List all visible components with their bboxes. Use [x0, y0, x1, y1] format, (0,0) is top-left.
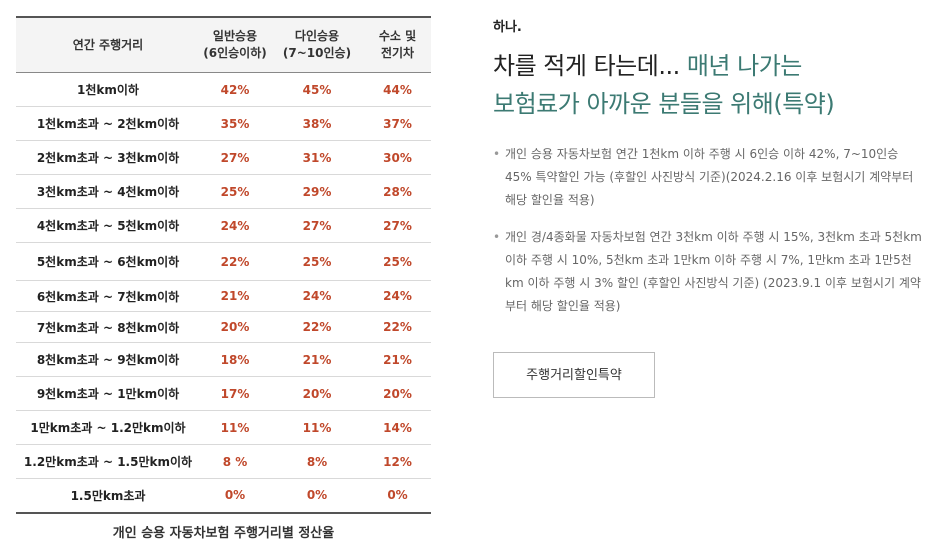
multi-rate-cell: 0% [306, 488, 328, 503]
general-rate-cell: 20% [220, 320, 250, 334]
multi-rate-cell: 45% [302, 82, 332, 97]
table-row: 5천km초과 ~ 6천km이하 22% 25% 25% [16, 243, 431, 281]
section-eyebrow: 하나. [493, 20, 522, 35]
header-line: 일반승용 [212, 29, 258, 43]
general-rate-cell: 8 % [222, 454, 248, 469]
bullet-item: • 개인 경/4종화물 자동차보험 연간 3천km 이하 주행 시 15%, 3… [493, 226, 923, 318]
multi-rate-cell: 27% [302, 218, 332, 233]
info-panel: 하나. 차를 적게 타는데... 매년 나가는 보험료가 아까운 분들을 위해(… [493, 16, 923, 398]
general-rate-cell: 18% [220, 352, 250, 367]
eco-rate-cell: 37% [383, 116, 412, 131]
general-rate-cell: 42% [220, 82, 250, 97]
distance-cell: 1천km이하 [77, 83, 139, 97]
table-row: 1천km이하 42% 45% 44% [16, 73, 431, 107]
info-bullets: • 개인 승용 자동차보험 연간 1천km 이하 주행 시 6인승 이하 42%… [493, 143, 923, 318]
table-row: 1천km초과 ~ 2천km이하 35% 38% 37% [16, 107, 431, 141]
multi-rate-cell: 38% [302, 116, 332, 131]
header-line: 연간 주행거리 [72, 37, 144, 52]
bullet-text: 개인 경/4종화물 자동차보험 연간 3천km 이하 주행 시 15%, 3천k… [505, 230, 922, 313]
multi-rate-cell: 29% [302, 184, 332, 199]
table-row: 2천km초과 ~ 3천km이하 27% 31% 30% [16, 141, 431, 175]
eco-rate-cell: 30% [383, 150, 412, 165]
eco-rate-cell: 0% [387, 488, 408, 503]
general-rate-cell: 27% [220, 150, 250, 165]
table-row: 6천km초과 ~ 7천km이하 21% 24% 24% [16, 281, 431, 312]
header-line: 다인승용 [294, 29, 340, 43]
mileage-discount-button[interactable]: 주행거리할인특약 [493, 352, 655, 398]
multi-rate-cell: 8% [306, 454, 328, 469]
header-line: 전기차 [380, 46, 415, 60]
general-rate-cell: 24% [220, 218, 250, 233]
distance-cell: 7천km초과 ~ 8천km이하 [36, 320, 180, 335]
distance-cell: 3천km초과 ~ 4천km이하 [36, 185, 180, 199]
distance-cell: 4천km초과 ~ 5천km이하 [36, 219, 180, 233]
general-rate-cell: 35% [220, 116, 250, 131]
header-multi: 다인승용 (7~10인승) [270, 17, 364, 73]
headline-part1: 차를 적게 타는데... [493, 52, 687, 80]
distance-cell: 9천km초과 ~ 1만km이하 [36, 387, 180, 401]
distance-cell: 1천km초과 ~ 2천km이하 [36, 117, 180, 131]
distance-cell: 8천km초과 ~ 9천km이하 [36, 353, 180, 367]
eco-rate-cell: 44% [383, 82, 412, 97]
multi-rate-cell: 21% [302, 352, 332, 367]
distance-cell: 2천km초과 ~ 3천km이하 [36, 151, 180, 165]
multi-rate-cell: 20% [302, 386, 332, 401]
table-row: 7천km초과 ~ 8천km이하 20% 22% 22% [16, 312, 431, 343]
multi-rate-cell: 25% [302, 254, 332, 269]
header-line: (6인승이하) [203, 46, 267, 60]
eco-rate-cell: 14% [383, 420, 412, 435]
eco-rate-cell: 20% [383, 386, 412, 401]
table-row: 1.5만km초과 0% 0% 0% [16, 479, 431, 513]
bullet-dot-icon: • [493, 147, 501, 161]
multi-rate-cell: 22% [302, 320, 332, 334]
distance-cell: 1.2만km초과 ~ 1.5만km이하 [23, 455, 193, 469]
table-row: 1만km초과 ~ 1.2만km이하 11% 11% 14% [16, 411, 431, 445]
headline-part3: 보험료가 아까운 분들을 위해(특약) [493, 90, 835, 118]
eco-rate-cell: 27% [383, 218, 412, 233]
multi-rate-cell: 31% [302, 150, 332, 165]
table-row: 9천km초과 ~ 1만km이하 17% 20% 20% [16, 377, 431, 411]
multi-rate-cell: 11% [302, 420, 332, 435]
table-body: 1천km이하 42% 45% 44% 1천km초과 ~ 2천km이하 35% 38% 37% 2… [16, 73, 431, 513]
header-distance: 연간 주행거리 [16, 17, 200, 73]
headline: 차를 적게 타는데... 매년 나가는 보험료가 아까운 분들을 위해(특약) [493, 47, 923, 123]
bullet-dot-icon: • [493, 230, 501, 244]
general-rate-cell: 17% [220, 386, 250, 401]
table-row: 8천km초과 ~ 9천km이하 18% 21% 21% [16, 343, 431, 377]
distance-cell: 6천km초과 ~ 7천km이하 [36, 289, 180, 304]
header-general: 일반승용 (6인승이하) [200, 17, 270, 73]
eco-rate-cell: 12% [383, 454, 412, 469]
general-rate-cell: 21% [220, 289, 250, 303]
bullet-item: • 개인 승용 자동차보험 연간 1천km 이하 주행 시 6인승 이하 42%… [493, 143, 923, 212]
eco-rate-cell: 25% [383, 254, 412, 269]
headline-part2: 매년 나가는 [686, 52, 803, 80]
eco-rate-cell: 24% [383, 289, 412, 303]
eco-rate-cell: 21% [383, 352, 412, 367]
eco-rate-cell: 22% [383, 320, 412, 334]
table-caption: 개인 승용 자동차보험 주행거리별 정산율 [112, 525, 335, 541]
distance-cell: 1만km초과 ~ 1.2만km이하 [30, 421, 186, 435]
distance-cell: 5천km초과 ~ 6천km이하 [36, 255, 180, 269]
header-line: (7~10인승) [282, 46, 352, 60]
general-rate-cell: 0% [224, 488, 246, 503]
bullet-text: 개인 승용 자동차보험 연간 1천km 이하 주행 시 6인승 이하 42%, … [505, 147, 914, 207]
table-row: 3천km초과 ~ 4천km이하 25% 29% 28% [16, 175, 431, 209]
table-row: 1.2만km초과 ~ 1.5만km이하 8 % 8% 12% [16, 445, 431, 479]
eco-rate-cell: 28% [383, 184, 412, 199]
general-rate-cell: 25% [220, 184, 250, 199]
general-rate-cell: 11% [220, 420, 250, 435]
general-rate-cell: 22% [220, 254, 250, 269]
header-line: 수소 및 [378, 29, 417, 43]
distance-cell: 1.5만km초과 [70, 488, 146, 503]
multi-rate-cell: 24% [302, 289, 332, 303]
table-row: 4천km초과 ~ 5천km이하 24% 27% 27% [16, 209, 431, 243]
